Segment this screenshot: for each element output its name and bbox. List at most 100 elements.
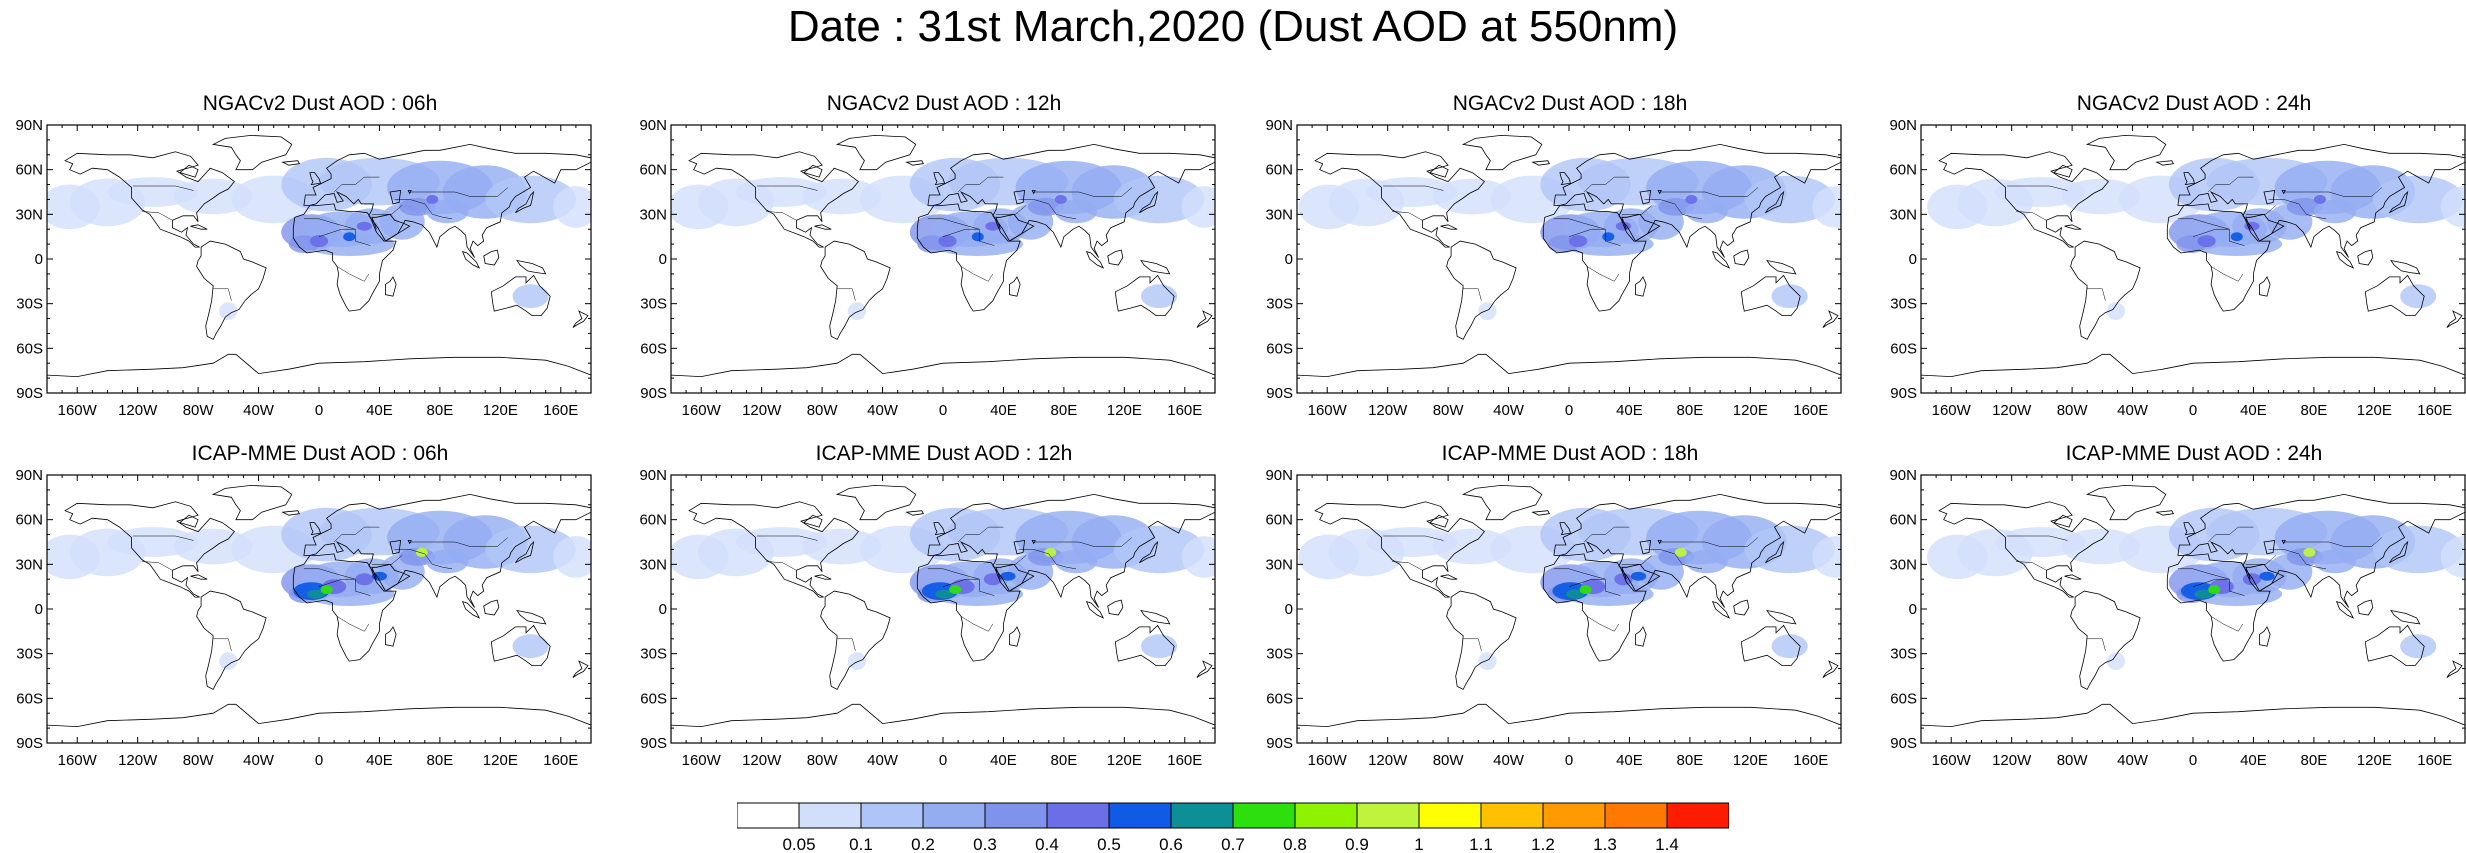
coastline — [2177, 143, 2465, 258]
dust-blob — [356, 221, 372, 231]
coastline — [516, 609, 547, 625]
dust-blob — [1685, 194, 1698, 204]
coastline — [1822, 660, 1839, 678]
lat-tick-label: 90N — [1889, 117, 1917, 134]
coastlines — [1921, 134, 2465, 378]
coastline — [1139, 540, 1159, 564]
coastline — [47, 703, 591, 728]
coastline — [1107, 599, 1124, 616]
dust-blob — [426, 194, 439, 204]
coastline — [671, 703, 1215, 728]
lon-tick-label: 80W — [807, 752, 839, 769]
lon-tick-label: 120W — [742, 402, 782, 419]
lat-tick-label: 30N — [1265, 556, 1293, 573]
dust-blob — [1812, 186, 1841, 228]
coastline — [2183, 172, 2196, 186]
dust-blob — [2197, 235, 2216, 248]
lake-outline — [1429, 514, 1449, 528]
coastline — [1461, 134, 1543, 171]
lat-tick-label: 90S — [1266, 735, 1293, 752]
coastline — [572, 310, 589, 328]
lon-tick-label: 160W — [682, 752, 722, 769]
country-border — [1583, 176, 1630, 193]
coastline — [371, 563, 405, 592]
coastline — [1139, 190, 1159, 214]
colorbar-swatch — [1418, 802, 1482, 829]
lon-tick-label: 80E — [2301, 402, 2328, 419]
panel-title: NGACv2 Dust AOD : 06h — [202, 92, 438, 115]
dust-blob — [1054, 194, 1067, 204]
lon-tick-label: 120W — [1992, 752, 2032, 769]
country-border — [927, 568, 995, 596]
country-border — [133, 185, 194, 191]
coastline — [2085, 484, 2167, 521]
dust-blob — [2230, 232, 2243, 242]
dust-blob — [2440, 536, 2465, 578]
dust-blob — [553, 186, 591, 228]
map-panel: NGACv2 Dust AOD : 06h 90N 60N 30N 0 30S 60S 90S… — [10, 92, 610, 427]
dust-blob — [219, 652, 238, 670]
coastline — [671, 353, 1215, 378]
lon-tick-label: 80E — [427, 402, 454, 419]
coastline — [1297, 353, 1841, 378]
coastline — [835, 484, 917, 521]
country-border — [757, 535, 818, 541]
dust-blob — [935, 589, 954, 599]
country-border — [2177, 218, 2245, 246]
country-border — [1463, 638, 1482, 651]
lake-outline — [803, 514, 823, 528]
lake-outline — [1013, 540, 1026, 555]
map-panel: ICAP-MME Dust AOD : 06h 90N 60N 30N 0 30S 60S 9… — [10, 442, 610, 777]
country-border — [1659, 537, 1759, 547]
country-border — [1586, 616, 1620, 632]
lon-tick-label: 120E — [483, 752, 518, 769]
country-border — [1018, 199, 1077, 220]
coastline — [1559, 172, 1572, 186]
colorbar: 0.05 0.1 0.2 0.3 0.4 0.5 0.6 0.7 0.8 0.9 1 1.1 1.2 1.… — [737, 802, 1729, 852]
lon-tick-label: 40W — [867, 752, 899, 769]
lon-tick-label: 80W — [1433, 752, 1465, 769]
axis-ticks — [670, 124, 1216, 394]
axis-ticks — [1296, 124, 1842, 394]
coastline — [2155, 510, 2175, 516]
dust-blob — [1685, 549, 1728, 574]
lon-tick-label: 120E — [2357, 752, 2392, 769]
country-border — [2192, 228, 2230, 237]
coastline — [2390, 259, 2421, 275]
dust-blob — [949, 585, 962, 595]
coastline — [1446, 590, 1517, 690]
dust-blob — [1579, 585, 1592, 595]
lat-tick-label: 60S — [1266, 340, 1293, 357]
dust-blob — [371, 571, 387, 581]
colorbar-label: 0.8 — [1283, 835, 1307, 852]
dust-field — [1298, 157, 1841, 320]
country-border — [960, 616, 994, 632]
dust-blob — [2313, 199, 2357, 224]
lat-tick-label: 0 — [1285, 601, 1293, 618]
colorbar-label: 1.4 — [1655, 835, 1679, 852]
panel-title: ICAP-MME Dust AOD : 06h — [191, 442, 449, 465]
country-border — [336, 266, 370, 282]
coastline — [820, 590, 891, 690]
lon-tick-label: 0 — [1565, 752, 1573, 769]
dust-blob — [2106, 652, 2125, 670]
dust-blob — [1000, 571, 1016, 581]
lon-tick-label: 160E — [1167, 752, 1202, 769]
dust-blob — [2303, 547, 2316, 557]
lat-tick-label: 90N — [1265, 117, 1293, 134]
lake-outline — [1013, 190, 1026, 205]
coastline — [2166, 553, 2271, 662]
country-border — [1621, 205, 1653, 215]
colorbar-label: 0.7 — [1221, 835, 1245, 852]
coastline — [1740, 274, 1801, 316]
map-panel: NGACv2 Dust AOD : 24h 90N 60N 30N 0 30S 60S 90S… — [1884, 92, 2466, 427]
country-border — [2210, 616, 2244, 632]
coastline — [2183, 522, 2196, 536]
coastline — [303, 143, 591, 258]
lat-tick-label: 60S — [1890, 340, 1917, 357]
country-border — [318, 578, 356, 587]
lon-tick-label: 40W — [243, 752, 275, 769]
lon-tick-label: 120W — [1368, 752, 1408, 769]
coastline — [1733, 249, 1750, 266]
country-border — [1383, 535, 1444, 541]
